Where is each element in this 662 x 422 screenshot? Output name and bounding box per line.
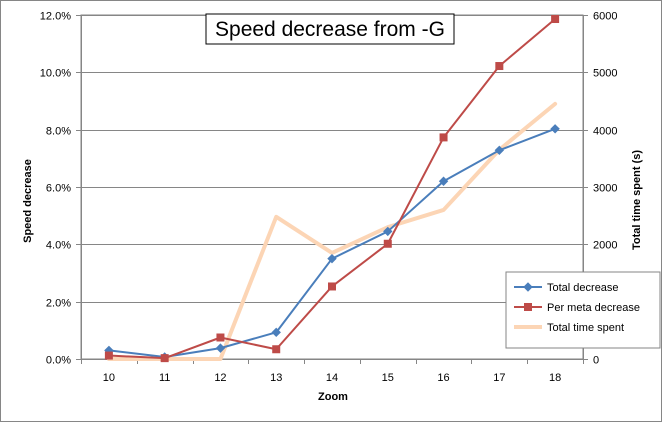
data-point (438, 176, 449, 186)
data-point (328, 282, 336, 291)
y-tick-label: 6.0% (46, 183, 71, 195)
data-point (550, 124, 560, 134)
x-tick-label: 15 (382, 372, 394, 384)
data-point (494, 145, 505, 156)
y2-tick-label: 2000 (593, 240, 617, 252)
legend-entries: Total decrease Per meta decrease Total tim… (514, 282, 640, 334)
y2-tick-label: 6000 (593, 11, 617, 23)
data-point (272, 345, 281, 354)
y-tick-label: 10.0% (40, 68, 71, 80)
y2-tick-label: 4000 (593, 126, 617, 138)
y-axis-left: 0.0% 2.0% 4.0% 6.0% 8.0% 10.0% 12.0% (40, 11, 82, 367)
data-point (327, 253, 337, 264)
y2-tick-label: 5000 (593, 68, 617, 80)
legend-item: Total time spent (514, 322, 624, 334)
legend-label: Total time spent (547, 322, 624, 334)
legend-marker (523, 282, 533, 292)
data-point (271, 327, 281, 338)
x-tick-label: 17 (493, 372, 505, 384)
series-2 (106, 101, 558, 361)
legend-marker (524, 303, 532, 311)
data-point (439, 133, 448, 142)
legend-label: Per meta decrease (547, 302, 640, 314)
chart-title-box (205, 13, 455, 45)
legend-item: Total decrease (514, 282, 619, 294)
legend-label: Total decrease (547, 282, 619, 294)
x-tick-label: 10 (103, 372, 115, 384)
data-point (215, 343, 226, 353)
data-point (495, 62, 504, 71)
chart-title: Speed decrease from -G (215, 18, 445, 41)
y2-tick-label: 0 (593, 355, 599, 367)
data-point (216, 333, 225, 342)
y-axis-title: Speed decrease (22, 159, 34, 243)
series-1 (104, 15, 560, 363)
data-point (383, 226, 393, 237)
data-point (551, 15, 560, 24)
x-axis-title: Zoom (318, 391, 348, 403)
y-tick-label: 2.0% (46, 298, 71, 310)
x-tick-label: 12 (214, 372, 226, 384)
y-tick-label: 4.0% (46, 240, 71, 252)
x-tick-label: 13 (270, 372, 282, 384)
x-tick-label: 16 (437, 372, 449, 384)
x-tick-label: 14 (326, 372, 338, 384)
y-tick-label: 0.0% (46, 355, 71, 367)
y2-axis-title: Total time spent (s) (631, 150, 643, 250)
y-tick-label: 8.0% (46, 126, 71, 138)
series (104, 15, 560, 363)
y-tick-label: 12.0% (40, 11, 71, 23)
data-point (104, 351, 113, 360)
data-point (160, 354, 169, 363)
x-tick-label: 11 (159, 372, 170, 384)
legend-item: Per meta decrease (514, 302, 640, 314)
y2-tick-label: 3000 (593, 183, 617, 195)
x-tick-label: 18 (549, 372, 561, 384)
series-0 (104, 124, 560, 362)
data-point (383, 239, 392, 248)
series-line (106, 101, 558, 361)
